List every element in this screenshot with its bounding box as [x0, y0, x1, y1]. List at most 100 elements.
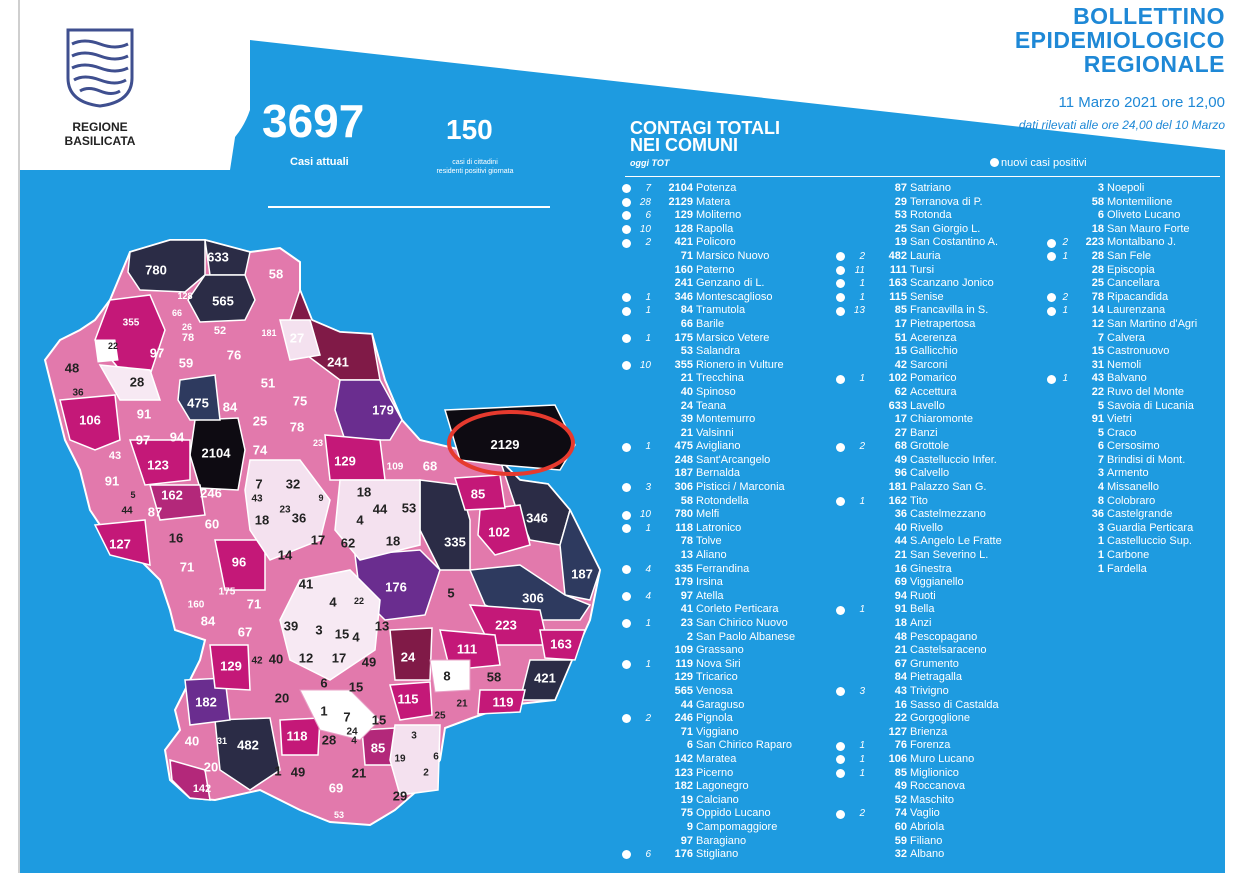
legend-label: nuovi casi positivi — [1001, 157, 1087, 169]
municipality-name: Vaglio — [910, 807, 940, 820]
municipality-name: Grassano — [696, 644, 744, 657]
municipality-name: Lavello — [910, 399, 945, 412]
total-cases-count: 21 — [894, 644, 907, 657]
total-cases-count: 109 — [674, 644, 693, 657]
total-cases-count: 335 — [674, 562, 693, 575]
municipality-name: Miglionico — [910, 766, 959, 779]
municipality-row: 1 119 Nova Siri — [622, 658, 795, 672]
new-cases-dot-icon — [836, 265, 845, 275]
municipality-row: 40 Spinoso — [622, 386, 795, 400]
municipality-name: Teana — [696, 399, 726, 412]
map-case-label: 91 — [137, 407, 151, 422]
municipality-name: Pescopagano — [910, 630, 978, 643]
total-cases-count: 19 — [680, 793, 693, 806]
municipality-row: 1 346 Montescaglioso — [622, 291, 795, 305]
municipality-row: 39 Montemurro — [622, 413, 795, 427]
municipality-name: Tramutola — [696, 304, 746, 317]
new-cases-count: 1 — [859, 604, 865, 616]
municipality-name: Craco — [1107, 426, 1137, 439]
total-cases-count: 346 — [674, 290, 693, 303]
map-case-label: 21 — [352, 766, 366, 781]
total-cases-count: 71 — [680, 725, 693, 738]
map-case-label: 58 — [487, 670, 501, 685]
map-zone-lagonegro — [184, 677, 231, 726]
total-cases-count: 52 — [894, 793, 907, 806]
new-cases-count: 2 — [1062, 237, 1068, 249]
new-cases-dot-icon — [622, 483, 631, 493]
total-cases-count: 18 — [894, 617, 907, 629]
municipality-name: Valsinni — [696, 426, 734, 439]
municipality-name: Muro Lucano — [910, 752, 975, 765]
municipality-name: Ruvo del Monte — [1107, 385, 1185, 398]
new-cases-dot-icon — [622, 850, 631, 860]
municipality-column-3: 3 Noepoli 58 Montemilione 6 Oliveto Lucano 18 S… — [1047, 182, 1197, 576]
municipality-row: 1 175 Marsico Vetere — [622, 332, 795, 346]
map-case-label: 3 — [315, 623, 322, 638]
municipality-name: Montemurro — [696, 413, 756, 426]
map-zone-light-8 — [429, 659, 471, 693]
municipality-row: 15 Gallicchio — [836, 345, 1002, 359]
bulletin-title-line1: BOLLETTINO — [1073, 3, 1225, 29]
map-case-label: 49 — [362, 655, 376, 670]
map-case-label: 97 — [150, 346, 164, 361]
new-cases-count: 4 — [645, 590, 651, 602]
municipality-name: Tricarico — [696, 671, 738, 684]
municipality-row: 7 2104 Potenza — [622, 182, 795, 196]
new-cases-dot-icon — [836, 687, 845, 697]
list-divider — [625, 176, 1220, 177]
municipality-name: Ruoti — [910, 589, 936, 602]
municipality-row: 1 Carbone — [1047, 549, 1197, 563]
new-cases-count: 1 — [1062, 250, 1068, 262]
map-case-label: 2 — [423, 768, 429, 779]
new-cases-count: 1 — [645, 658, 651, 670]
map-case-label: 58 — [269, 267, 283, 282]
map-case-label: 223 — [495, 618, 517, 633]
total-cases-count: 15 — [1091, 345, 1104, 358]
positive-today-label-line1: casi di cittadini — [452, 159, 498, 166]
total-cases-count: 78 — [680, 535, 693, 548]
municipality-row: 565 Venosa — [622, 685, 795, 699]
map-case-label: 97 — [136, 433, 150, 448]
map-zone-lauria — [214, 717, 281, 791]
new-cases-count: 1 — [859, 740, 865, 752]
municipality-row: 160 Paterno — [622, 264, 795, 278]
total-cases-count: 128 — [674, 222, 693, 235]
total-cases-count: 176 — [674, 848, 693, 861]
total-cases-count: 22 — [1091, 385, 1104, 398]
new-cases-count: 1 — [645, 305, 651, 317]
map-case-label: 51 — [261, 376, 275, 391]
municipality-row: 2 482 Lauria — [836, 250, 1002, 264]
municipality-row: 60 Abriola — [836, 821, 1002, 835]
legend-dot-icon — [990, 158, 999, 167]
map-case-label: 118 — [287, 729, 308, 744]
map-zone-policoro — [519, 659, 574, 701]
total-cases-count: 106 — [888, 752, 907, 765]
basilicata-coat-of-arms-icon — [66, 28, 134, 108]
municipality-row: 25 Cancellara — [1047, 277, 1197, 291]
map-case-label: 346 — [526, 511, 548, 526]
region-name-line2: BASILICATA — [64, 134, 136, 148]
municipality-name: Acerenza — [910, 331, 957, 344]
municipality-name: Guardia Perticara — [1107, 521, 1194, 534]
municipality-row: 53 Rotonda — [836, 209, 1002, 223]
positive-today-label-line2: residenti positivi giornata — [436, 168, 514, 175]
municipality-row: 7 Calvera — [1047, 332, 1197, 346]
new-cases-count: 1 — [859, 753, 865, 765]
map-case-label: 71 — [180, 560, 194, 575]
total-cases-count: 67 — [894, 657, 907, 670]
total-cases-count: 565 — [674, 684, 693, 697]
bulletin-title: BOLLETTINO EPIDEMIOLOGICO REGIONALE — [1015, 4, 1225, 76]
total-cases-count: 6 — [1097, 440, 1104, 453]
total-cases-count: 91 — [1091, 413, 1104, 426]
new-cases-dot-icon — [1047, 374, 1056, 384]
map-case-label: 4 — [351, 736, 357, 747]
municipality-row: 31 Nemoli — [1047, 359, 1197, 373]
total-cases-count: 13 — [680, 549, 693, 562]
total-cases-count: 246 — [674, 712, 693, 725]
municipality-name: Oliveto Lucano — [1107, 209, 1181, 222]
matera-highlight-ring — [447, 410, 575, 476]
new-cases-count: 6 — [645, 849, 651, 861]
municipality-name: Tolve — [696, 535, 722, 548]
municipality-row: 6 Oliveto Lucano — [1047, 209, 1197, 223]
new-cases-count: 28 — [639, 196, 651, 208]
